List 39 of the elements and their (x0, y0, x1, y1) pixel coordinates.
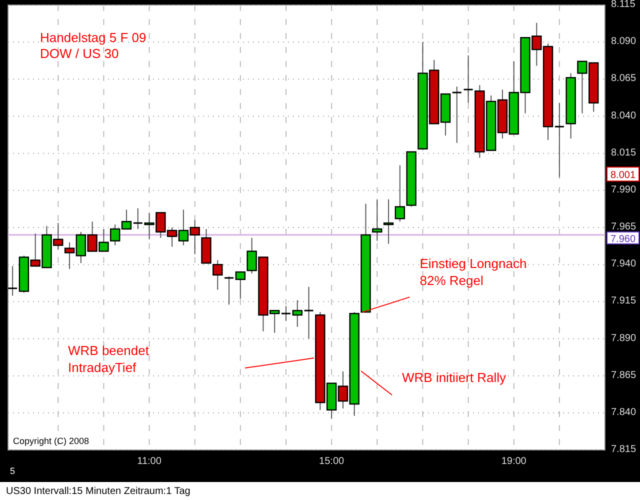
candlestick (7, 266, 18, 296)
candlestick (292, 300, 302, 328)
candlestick (463, 54, 474, 104)
text: DOW / US 30 (40, 46, 119, 61)
candlestick (394, 164, 406, 222)
y-tick-label: 7.815 (611, 444, 636, 455)
text: 5 (10, 466, 16, 476)
y-tick-label: 8.015 (611, 147, 636, 158)
y-tick-label: 7.965 (611, 222, 636, 232)
candlestick (224, 276, 234, 306)
candlestick (383, 198, 394, 244)
candlestick (212, 260, 223, 290)
candlestick (235, 271, 246, 300)
candlestick (372, 198, 382, 242)
y-tick-label: 7.890 (611, 332, 636, 344)
text: Handelstag 5 F 09 (40, 30, 146, 45)
annotation: Einstieg Longnach 82% Regel (420, 256, 527, 288)
y-tick-label: 8.090 (611, 36, 636, 48)
candlestick (554, 102, 565, 178)
y-tick-label: 7.940 (611, 258, 636, 270)
x-tick-label: 11:00 (137, 456, 162, 467)
y-tick-label: 8.040 (611, 110, 636, 122)
x-tick-label: 19:00 (501, 456, 527, 467)
y-tick-label: 7.840 (611, 406, 636, 418)
annotation: WRB initiiert Rally (402, 370, 507, 385)
annotation: 8.001 (610, 170, 636, 182)
annotation: WRB beendet IntradayTief (68, 343, 150, 375)
candlestick (452, 86, 462, 144)
candlestick (304, 286, 314, 340)
x-tick-label: 15:00 (319, 456, 345, 467)
text: US30 Intervall:15 Minuten Zeitraum:1 Tag (6, 486, 190, 497)
candlestick (280, 306, 292, 322)
y-tick-label: 7.915 (611, 296, 636, 307)
annotation: Copyright (C) 2008 (13, 436, 90, 446)
ref-line-label: 7.960 (610, 234, 636, 245)
y-tick-label: 8.065 (611, 73, 636, 84)
y-tick-label: 7.865 (611, 370, 636, 381)
y-tick-label: 7.990 (611, 184, 636, 196)
y-tick-label: 8.115 (611, 0, 636, 10)
